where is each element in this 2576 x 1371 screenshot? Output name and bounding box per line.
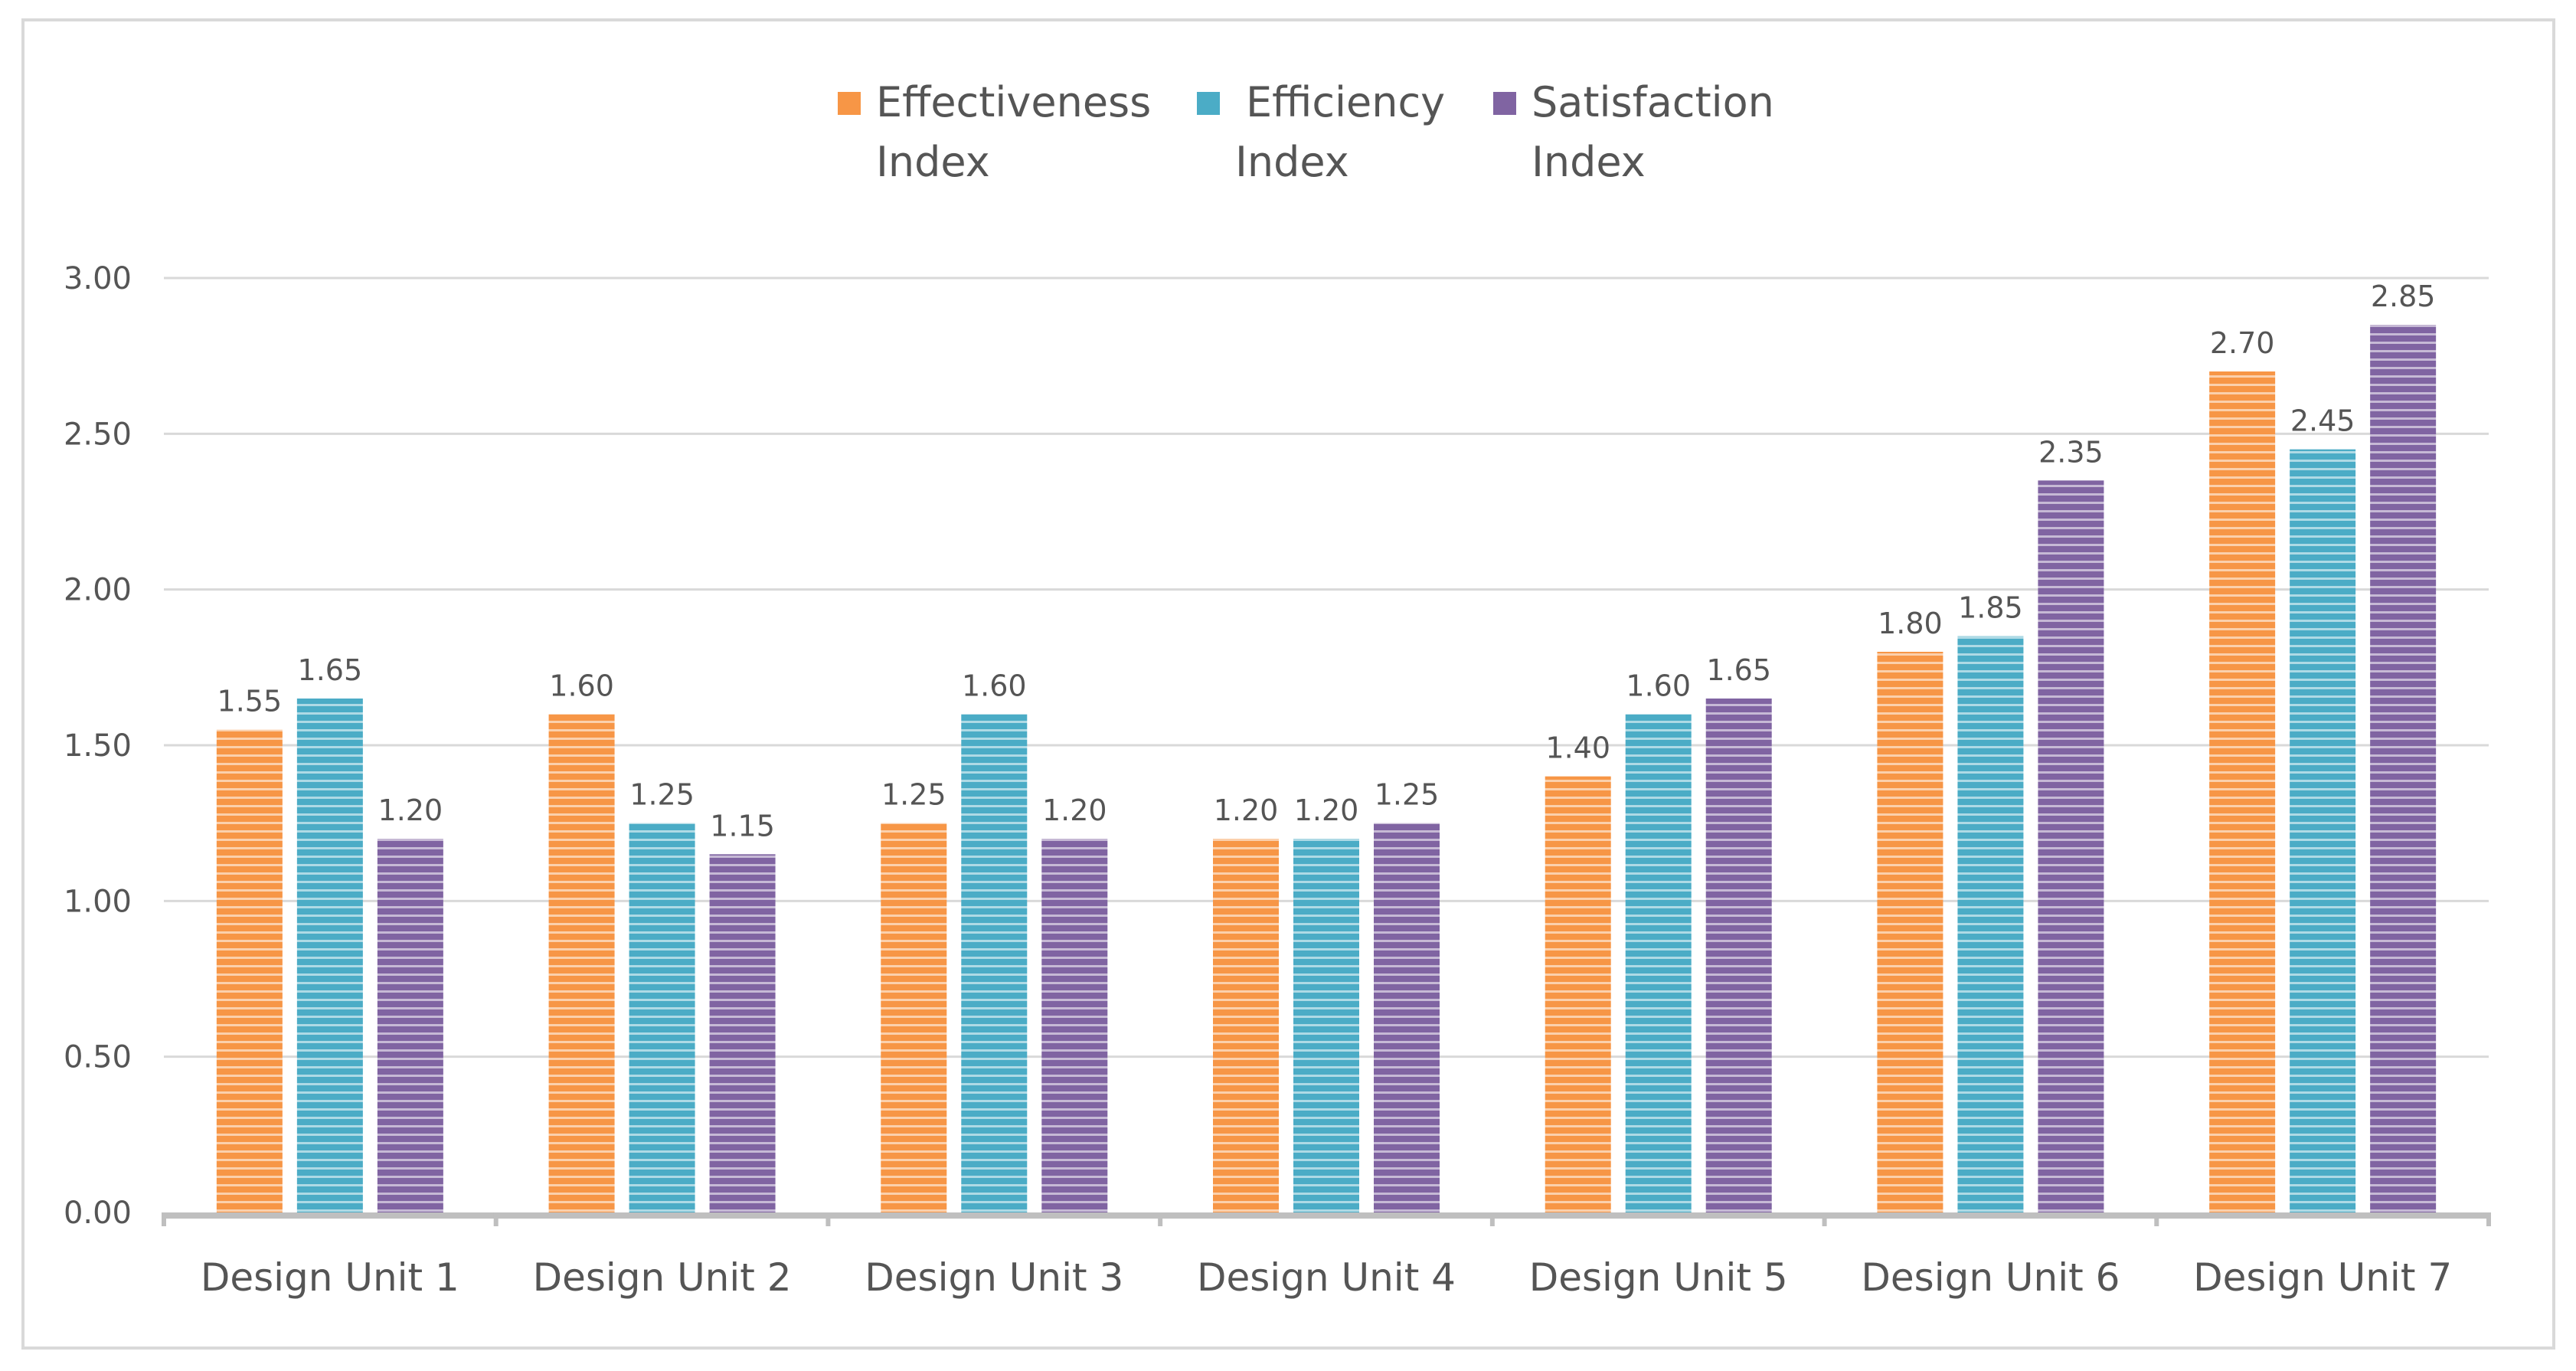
legend-item-efficiency-index: Efficiency Index bbox=[1197, 78, 1445, 186]
bar-efficiency-index bbox=[296, 699, 363, 1212]
chart-frame bbox=[21, 18, 2555, 1350]
data-label: 1.65 bbox=[1706, 653, 1771, 687]
x-tick-label: Design Unit 2 bbox=[533, 1255, 792, 1300]
x-tick-label: Design Unit 5 bbox=[1529, 1255, 1788, 1300]
data-labels: 1.55 1.65 1.20 1.60 1.25 1.15 1.25 1.60 1.20 1.20… bbox=[217, 280, 2436, 843]
bar-satisfaction-index bbox=[2370, 325, 2437, 1212]
bar-efficiency-index bbox=[961, 714, 1028, 1212]
bar-effectiveness-index bbox=[1877, 652, 1943, 1212]
legend-label: Index bbox=[876, 138, 990, 186]
y-tick-label: 1.50 bbox=[64, 728, 132, 764]
y-tick-label: 1.00 bbox=[64, 884, 132, 919]
bar-efficiency-index bbox=[1957, 636, 2024, 1212]
x-tick-label: Design Unit 3 bbox=[865, 1255, 1123, 1300]
data-label: 2.85 bbox=[2371, 280, 2436, 313]
legend-item-effectiveness-index: Effectiveness Index bbox=[838, 78, 1151, 186]
data-label: 1.40 bbox=[1545, 731, 1610, 765]
data-label: 2.35 bbox=[2038, 435, 2104, 469]
y-tick-label: 0.50 bbox=[64, 1040, 132, 1075]
y-axis-ticks: 0.00 0.50 1.00 1.50 2.00 2.50 3.00 bbox=[64, 261, 132, 1231]
y-tick-label: 3.00 bbox=[64, 261, 132, 296]
bar-efficiency-index bbox=[1625, 714, 1692, 1212]
x-tick-label: Design Unit 7 bbox=[2193, 1255, 2452, 1300]
data-label: 1.25 bbox=[1375, 778, 1440, 812]
legend-label: Index bbox=[1235, 138, 1349, 186]
data-label: 1.60 bbox=[962, 669, 1027, 702]
data-label: 1.25 bbox=[629, 778, 695, 812]
bar-satisfaction-index bbox=[377, 839, 443, 1212]
data-label: 2.70 bbox=[2210, 326, 2275, 360]
data-label: 1.25 bbox=[881, 778, 946, 812]
legend: EffectivenessIndexEfficiencyIndexSatisfa… bbox=[838, 78, 1774, 186]
bar-effectiveness-index bbox=[216, 729, 283, 1212]
legend-item-satisfaction-index: Satisfaction Index bbox=[1493, 78, 1774, 186]
data-label: 1.80 bbox=[1878, 607, 1943, 640]
data-label: 1.15 bbox=[710, 809, 775, 843]
legend-swatch-icon bbox=[838, 92, 861, 115]
legend-label: Efficiency bbox=[1246, 78, 1445, 126]
data-label: 1.20 bbox=[378, 793, 443, 827]
bar-efficiency-index bbox=[629, 823, 695, 1212]
data-label: 1.60 bbox=[1626, 669, 1691, 702]
bar-satisfaction-index bbox=[2038, 480, 2104, 1212]
bar-satisfaction-index bbox=[709, 854, 776, 1212]
data-label: 1.55 bbox=[217, 685, 283, 718]
y-tick-label: 2.00 bbox=[64, 573, 132, 608]
bar-effectiveness-index bbox=[2209, 371, 2276, 1212]
x-tick-label: Design Unit 6 bbox=[1861, 1255, 2120, 1300]
bar-effectiveness-index bbox=[1545, 776, 1611, 1212]
data-label: 2.45 bbox=[2290, 404, 2355, 438]
bar-efficiency-index bbox=[1293, 839, 1359, 1212]
bars bbox=[216, 325, 2437, 1212]
legend-swatch-icon bbox=[1493, 92, 1516, 115]
legend-label: Index bbox=[1532, 138, 1646, 186]
data-label: 1.65 bbox=[298, 653, 363, 687]
data-label: 1.20 bbox=[1214, 793, 1279, 827]
legend-label: Effectiveness bbox=[876, 78, 1151, 126]
y-tick-label: 0.00 bbox=[64, 1196, 132, 1231]
y-tick-label: 2.50 bbox=[64, 417, 132, 452]
legend-label: Satisfaction bbox=[1532, 78, 1774, 126]
data-label: 1.20 bbox=[1042, 793, 1107, 827]
bar-effectiveness-index bbox=[881, 823, 947, 1212]
bar-satisfaction-index bbox=[1705, 699, 1772, 1212]
bar-satisfaction-index bbox=[1374, 823, 1440, 1212]
bar-effectiveness-index bbox=[1213, 839, 1279, 1212]
x-tick-label: Design Unit 1 bbox=[201, 1255, 459, 1300]
x-axis: Design Unit 1 Design Unit 2 Design Unit 3 D… bbox=[162, 1212, 2491, 1300]
data-label: 1.60 bbox=[549, 669, 614, 702]
x-tick-label: Design Unit 4 bbox=[1197, 1255, 1456, 1300]
bar-satisfaction-index bbox=[1041, 839, 1108, 1212]
data-label: 1.85 bbox=[1958, 591, 2023, 625]
data-label: 1.20 bbox=[1294, 793, 1359, 827]
legend-swatch-icon bbox=[1197, 92, 1220, 115]
bar-efficiency-index bbox=[2290, 449, 2356, 1212]
bar-effectiveness-index bbox=[548, 714, 615, 1212]
